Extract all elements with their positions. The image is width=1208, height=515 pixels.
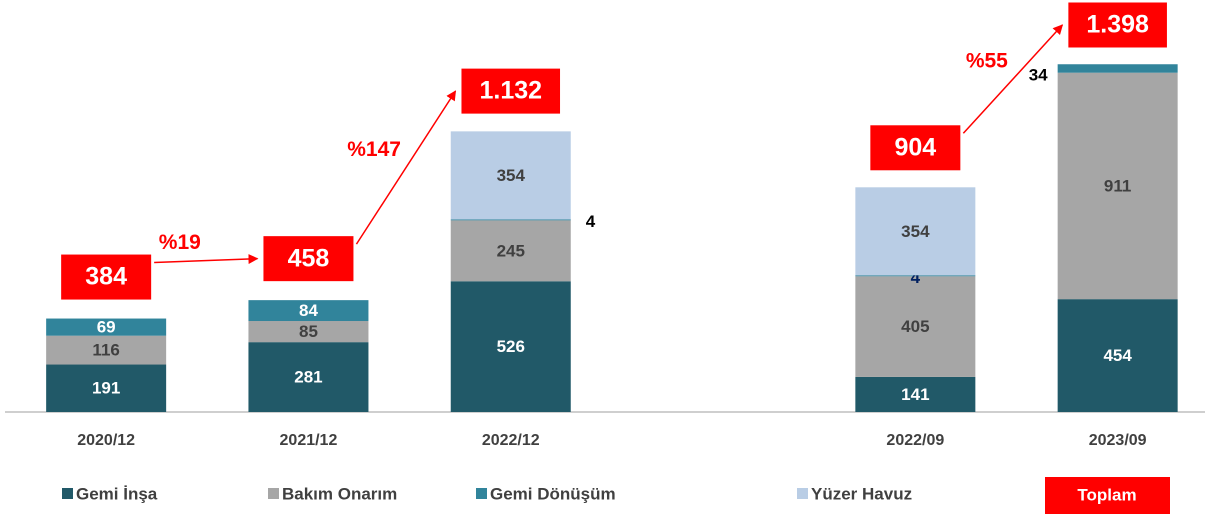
- legend-label: Gemi İnşa: [76, 484, 158, 503]
- bar-segment: [450, 281, 571, 412]
- total-label: 1.398: [1086, 11, 1149, 39]
- legend-swatch: [268, 488, 279, 499]
- bar-segment: [248, 342, 369, 412]
- total-box: [461, 68, 561, 114]
- total-label: 904: [894, 133, 936, 161]
- total-label: 458: [288, 244, 330, 272]
- bar-segment: [855, 187, 976, 276]
- legend-label: Yüzer Havuz: [811, 484, 912, 503]
- legend-swatch: [62, 488, 73, 499]
- data-label: 116: [92, 341, 119, 360]
- bar-segment: [46, 364, 167, 412]
- growth-label: %55: [966, 50, 1008, 73]
- bar-segment: [450, 220, 571, 282]
- data-label: 911: [1104, 176, 1131, 195]
- data-label: 141: [901, 385, 929, 404]
- growth-arrow: [355, 90, 457, 245]
- bar-segment: [1057, 64, 1178, 73]
- x-tick-label: 2023/09: [1089, 432, 1147, 449]
- growth-label: %19: [159, 231, 201, 254]
- data-label: 354: [497, 166, 526, 185]
- legend-label: Gemi Dönüşüm: [490, 484, 616, 503]
- data-label: 245: [497, 241, 525, 260]
- legend-swatch: [797, 488, 808, 499]
- data-label: 69: [97, 318, 116, 337]
- data-label: 4: [586, 212, 596, 231]
- x-tick-label: 2020/12: [77, 432, 135, 449]
- total-box: [1068, 2, 1167, 48]
- total-box: [870, 125, 961, 171]
- data-label: 85: [299, 322, 318, 341]
- growth-label: %147: [347, 138, 401, 161]
- bar-segment: [1057, 299, 1178, 412]
- data-label: 526: [497, 337, 525, 356]
- total-label: 384: [85, 263, 127, 291]
- x-tick-label: 2022/09: [886, 432, 944, 449]
- total-box: [263, 236, 354, 282]
- data-label: 4: [911, 268, 921, 287]
- bar-segment: [248, 321, 369, 343]
- x-tick-label: 2021/12: [280, 432, 338, 449]
- data-label: 454: [1103, 346, 1132, 365]
- bar-segment: [855, 276, 976, 377]
- data-label: 405: [901, 317, 929, 336]
- bar-segment: [450, 219, 571, 221]
- bar-segment: [1057, 72, 1178, 300]
- data-label: 191: [92, 379, 120, 398]
- data-label: 84: [299, 301, 318, 320]
- total-label: 1.132: [479, 77, 542, 105]
- data-label: 281: [294, 368, 322, 387]
- bar-segment: [46, 335, 167, 365]
- legend-swatch: [476, 488, 487, 499]
- data-label: 34: [1029, 66, 1048, 85]
- bar-segment: [248, 300, 369, 322]
- legend-total-box: [1045, 477, 1170, 514]
- bar-segment: [855, 376, 976, 412]
- data-label: 354: [901, 222, 930, 241]
- growth-arrow: [154, 253, 259, 264]
- bar-segment: [450, 131, 571, 220]
- total-box: [61, 254, 152, 300]
- bar-segment: [855, 275, 976, 277]
- growth-arrow: [962, 24, 1064, 134]
- legend-label: Bakım Onarım: [282, 484, 397, 503]
- legend-label: Toplam: [1077, 485, 1136, 504]
- bar-segment: [46, 318, 167, 336]
- x-tick-label: 2022/12: [482, 432, 540, 449]
